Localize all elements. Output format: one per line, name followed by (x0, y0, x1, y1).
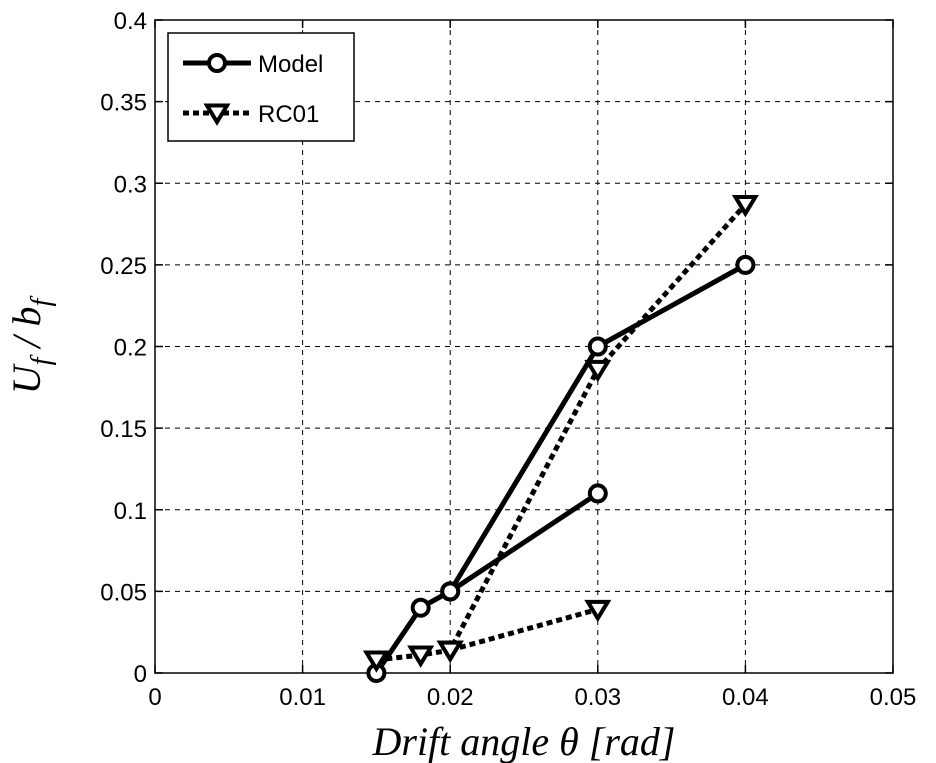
series-line-rc01 (376, 202, 748, 663)
series-line-model (374, 262, 747, 675)
legend-items: Model RC01 (183, 51, 323, 128)
data-point-model (440, 581, 461, 602)
data-point-rc01 (731, 194, 759, 218)
legend-marker-model (207, 53, 227, 73)
legend: Model RC01 (167, 32, 355, 142)
y-tick-labels: 0 0.05 0.1 0.15 0.2 0.25 0.3 0.35 0.4 (100, 8, 147, 688)
data-point-model (587, 336, 608, 357)
y-tick-label: 0.25 (100, 253, 147, 280)
legend-marker-rc01 (203, 103, 231, 126)
series-rc01 (362, 194, 759, 673)
series-rc01 (436, 599, 612, 664)
y-label-sub-f: f (26, 354, 57, 365)
y-label-slash: / (4, 326, 49, 357)
legend-box (167, 32, 355, 142)
data-point-model (410, 597, 431, 618)
x-tick-label: 0.05 (870, 684, 917, 711)
x-tick-label: 0.04 (722, 684, 769, 711)
y-tick-label: 0 (134, 661, 147, 688)
y-label-b: b (4, 306, 49, 326)
series-line-rc01 (449, 606, 599, 653)
y-label-u: U (4, 362, 49, 394)
y-label-sub-f2: f (26, 295, 57, 306)
legend-item-rc01: RC01 (183, 101, 319, 128)
data-point-model (587, 483, 608, 504)
legend-item-model: Model (183, 51, 323, 78)
y-tick-label: 0.4 (114, 8, 147, 35)
data-point-model (735, 254, 756, 275)
y-tick-label: 0.35 (100, 90, 147, 117)
y-tick-label: 0.05 (100, 579, 147, 606)
y-tick-label: 0.1 (114, 498, 147, 525)
data-point-rc01 (407, 645, 435, 668)
series-layer (362, 194, 759, 683)
x-axis-label: Drift angle θ [rad] (371, 719, 675, 763)
x-tick-labels: 0 0.01 0.02 0.03 0.04 0.05 (148, 684, 916, 711)
data-point-rc01 (362, 650, 390, 673)
y-axis-label: Uf / bf (4, 295, 57, 394)
series-model (440, 483, 608, 602)
legend-label-model: Model (258, 51, 323, 78)
x-tick-label: 0.01 (279, 684, 326, 711)
y-tick-label: 0.15 (100, 416, 147, 443)
data-point-rc01 (584, 359, 612, 383)
axis-ticks (154, 19, 894, 674)
data-point-rc01 (584, 599, 612, 623)
x-tick-label: 0.03 (574, 684, 621, 711)
x-tick-label: 0.02 (427, 684, 474, 711)
legend-label-rc01: RC01 (258, 101, 319, 128)
data-point-rc01 (436, 640, 464, 664)
series-line-model (448, 491, 600, 594)
x-tick-label: 0 (148, 684, 161, 711)
y-tick-label: 0.3 (114, 171, 147, 198)
y-tick-label: 0.2 (114, 335, 147, 362)
